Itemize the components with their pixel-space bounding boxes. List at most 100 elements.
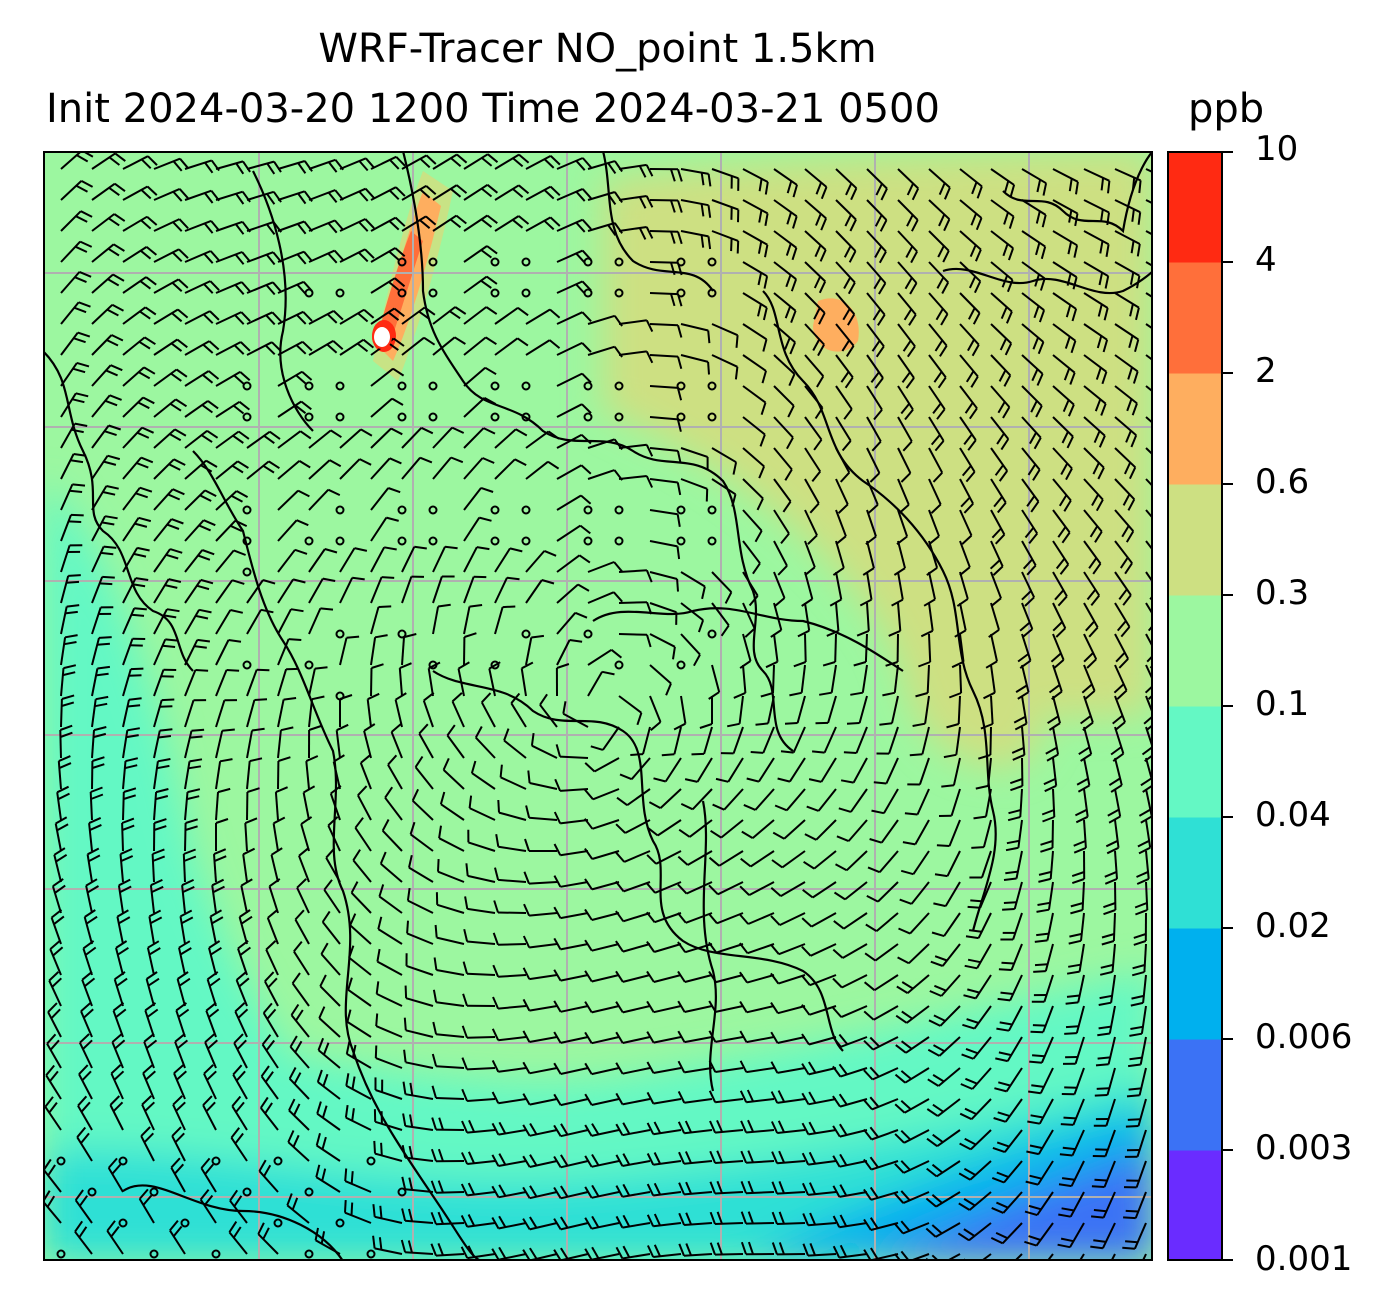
wind-barb-flag: [241, 281, 251, 293]
wind-barb: [804, 633, 807, 663]
wind-barb-flag: [785, 274, 792, 288]
wind-barb-flag: [326, 343, 338, 354]
wind-barb-flag: [481, 692, 492, 703]
wind-barb: [153, 578, 170, 604]
wind-barb: [109, 1104, 124, 1131]
wind-barb: [153, 338, 178, 356]
wind-barb-flag: [1104, 275, 1110, 289]
wind-barb-flag: [934, 440, 945, 452]
wind-barb-flag: [999, 1021, 1013, 1026]
wind-barb-flag: [451, 426, 465, 434]
wind-barb: [1017, 819, 1023, 848]
wind-barb: [990, 509, 1006, 536]
wind-barb: [622, 1005, 651, 1014]
coastline: [701, 800, 717, 1092]
wind-barb: [463, 306, 487, 325]
wind-barb-flag: [803, 860, 815, 870]
wind-barb: [622, 974, 651, 983]
wind-barb-flag: [646, 970, 655, 983]
wind-barb-flag: [653, 777, 666, 783]
wind-barb: [835, 261, 856, 284]
wind-barb-flag: [927, 1048, 940, 1057]
wind-barb: [308, 158, 336, 170]
wind-barb: [618, 633, 648, 636]
wind-barb-flag: [121, 817, 135, 824]
wind-barb: [184, 792, 189, 821]
wind-barb-flag: [175, 398, 188, 408]
wind-barb-flag: [354, 817, 364, 829]
wind-barb-flag: [998, 369, 1007, 382]
wind-barb: [777, 1005, 806, 1015]
wind-barb: [121, 822, 124, 852]
wind-barb: [742, 509, 763, 532]
wind-barb-flag: [291, 972, 301, 984]
wind-barb: [928, 540, 939, 569]
wind-barb-flag: [1033, 305, 1040, 319]
wind-barb-flag: [814, 407, 824, 420]
wind-barb-flag: [1068, 209, 1073, 223]
wind-barb: [440, 803, 465, 821]
wind-barb-flag: [670, 168, 676, 182]
wind-barb: [746, 974, 775, 984]
wind-barb: [107, 1167, 124, 1193]
wind-barb: [60, 698, 63, 728]
wind-barb: [928, 478, 942, 505]
wind-barb: [354, 827, 372, 852]
wind-barb-flag: [1125, 1240, 1138, 1244]
wind-barb-flag: [430, 1243, 437, 1256]
wind-barb: [560, 1222, 589, 1231]
wind-barb-flag: [801, 598, 813, 607]
wind-barb-flag: [204, 1163, 214, 1175]
wind-barb: [60, 453, 75, 480]
wind-barb: [215, 639, 230, 666]
wind-barb-flag: [450, 456, 464, 464]
wind-barb-flag: [209, 280, 220, 291]
wind-barb: [772, 664, 775, 694]
wind-barb-flag: [967, 958, 981, 964]
wind-barb-flag: [672, 646, 676, 660]
wind-barb: [871, 1129, 899, 1141]
wind-barb-flag: [807, 534, 818, 545]
wind-barb-flag: [81, 1070, 92, 1082]
wind-barb-flag: [322, 577, 336, 582]
wind-barb: [653, 1160, 682, 1166]
wind-barb-flag: [294, 548, 308, 555]
wind-barb-flag: [450, 188, 462, 198]
wind-barb-flag: [1031, 1084, 1044, 1088]
wind-barb-flag: [1036, 932, 1049, 937]
wind-barb: [703, 726, 713, 755]
wind-barb: [1052, 633, 1065, 661]
wind-barb-flag: [998, 1081, 1011, 1087]
calm-wind-marker: [118, 1218, 128, 1228]
wind-barb-flag: [1000, 438, 1010, 451]
wind-barb-flag: [959, 1112, 973, 1121]
wind-barb: [370, 367, 394, 387]
wind-barb: [1114, 819, 1120, 848]
wind-barb-flag: [1133, 940, 1147, 946]
wind-barb-flag: [275, 786, 288, 794]
calm-wind-marker: [428, 257, 438, 267]
wind-barb: [844, 881, 868, 901]
wind-barb: [897, 323, 916, 347]
wind-barb-flag: [771, 1211, 778, 1225]
wind-barb-flag: [790, 278, 798, 292]
wind-barb-flag: [409, 1114, 414, 1128]
wind-barb: [463, 427, 485, 449]
wind-barb-flag: [102, 575, 115, 579]
wind-barb-flag: [235, 193, 245, 205]
wind-barb-flag: [965, 471, 976, 483]
wind-barb: [339, 157, 367, 170]
wind-barb: [680, 695, 687, 724]
wind-barb-flag: [808, 1121, 817, 1134]
wind-barb: [587, 191, 616, 201]
wind-barb: [830, 664, 837, 693]
wind-barb-flag: [78, 301, 91, 308]
wind-barb-flag: [197, 638, 211, 643]
wind-barb-flag: [1147, 693, 1153, 700]
wind-barb-flag: [1092, 563, 1102, 575]
wind-barb-flag: [954, 629, 967, 638]
wind-barb-flag: [111, 1163, 122, 1175]
wind-barb: [591, 1222, 620, 1230]
wind-barb: [277, 608, 292, 635]
wind-barb-flag: [522, 1249, 531, 1261]
